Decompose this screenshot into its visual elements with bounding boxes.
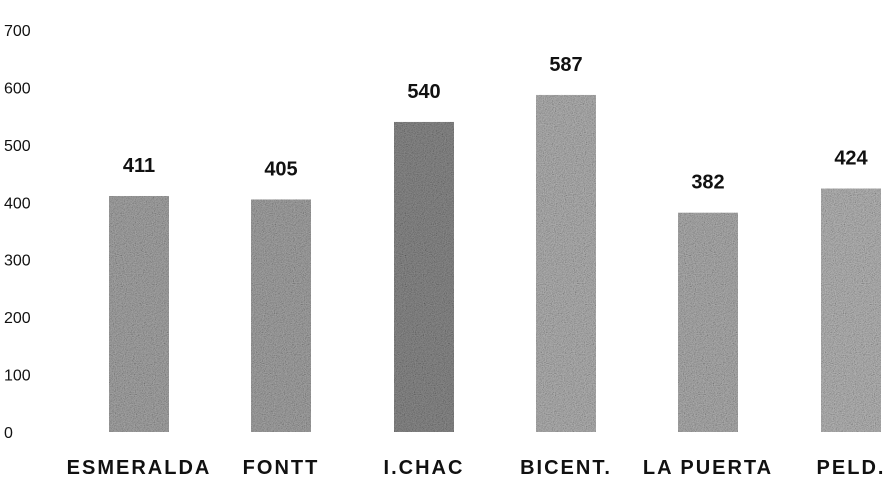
category-label: FONTT xyxy=(243,457,320,479)
y-tick-label: 300 xyxy=(4,253,31,270)
x-axis-category-labels: ESMERALDA FONTT I.CHAC BICENT. LA PUERTA PELD… xyxy=(67,457,883,479)
category-label: PELD. xyxy=(817,457,883,479)
y-tick-label: 400 xyxy=(4,195,31,212)
bar xyxy=(394,121,454,432)
data-labels: 411 405 540 587 382 424 xyxy=(123,54,869,194)
bar xyxy=(821,188,881,432)
y-tick-label: 100 xyxy=(4,368,31,385)
data-label: 540 xyxy=(407,81,440,103)
y-tick-label: 0 xyxy=(4,425,13,442)
y-tick-label: 600 xyxy=(4,80,31,97)
y-axis-ticks: 0 100 200 300 400 500 600 700 xyxy=(4,23,31,442)
data-label: 587 xyxy=(549,54,582,76)
y-tick-label: 700 xyxy=(4,23,31,40)
category-label: ESMERALDA xyxy=(67,457,212,479)
data-label: 424 xyxy=(834,148,868,170)
category-label: LA PUERTA xyxy=(643,457,773,479)
data-label: 405 xyxy=(264,158,297,180)
category-label: BICENT. xyxy=(520,457,612,479)
y-tick-label: 500 xyxy=(4,138,31,155)
bar xyxy=(251,199,311,432)
data-label: 411 xyxy=(123,155,155,177)
category-label: I.CHAC xyxy=(384,457,465,479)
data-label: 382 xyxy=(691,172,724,194)
bar xyxy=(109,195,169,432)
bar xyxy=(678,212,738,432)
y-tick-label: 200 xyxy=(4,310,31,327)
bar xyxy=(536,94,596,432)
bars xyxy=(109,94,881,432)
